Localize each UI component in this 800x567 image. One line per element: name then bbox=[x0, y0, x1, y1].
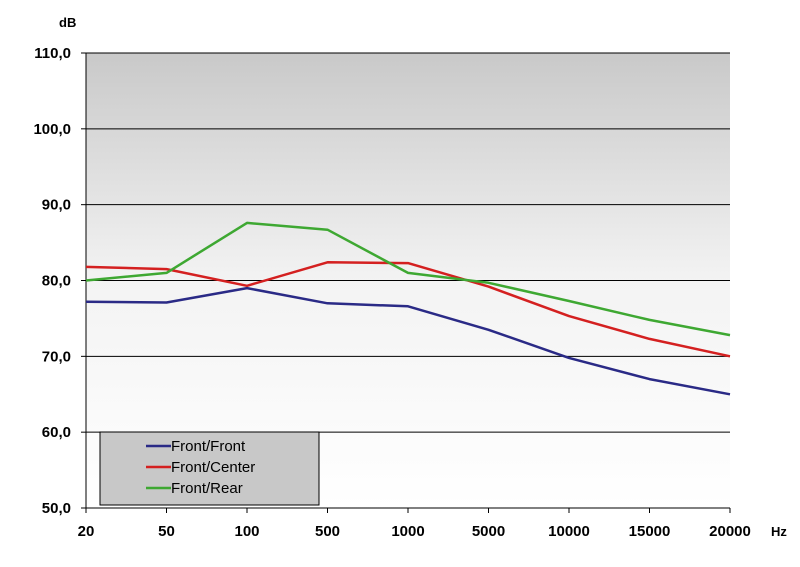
legend: Front/Front Front/Center Front/Rear bbox=[99, 431, 320, 506]
series-line-3 bbox=[85, 221, 731, 337]
legend-entry-label: Front/Rear bbox=[171, 480, 243, 497]
x-tick-label: 20 bbox=[78, 523, 95, 540]
x-tick-label: 1000 bbox=[391, 523, 424, 540]
legend-entry-label: Front/Center bbox=[171, 459, 255, 476]
y-axis-ticks: 50,0 60,0 70,0 80,0 90,0 100,0 110,0 bbox=[33, 45, 86, 517]
series-lines bbox=[85, 221, 731, 396]
x-tick-label: 10000 bbox=[548, 523, 590, 540]
y-tick-label: 50,0 bbox=[42, 500, 71, 517]
x-tick-label: 20000 bbox=[709, 523, 751, 540]
series-line-2 bbox=[85, 261, 731, 358]
y-tick-label: 60,0 bbox=[42, 424, 71, 441]
y-tick-label: 90,0 bbox=[42, 197, 71, 214]
x-tick-label: 100 bbox=[234, 523, 259, 540]
legend-box bbox=[99, 431, 320, 506]
x-tick-label: 500 bbox=[315, 523, 340, 540]
y-axis-unit-label: dB bbox=[59, 15, 76, 30]
x-tick-label: 5000 bbox=[472, 523, 505, 540]
series-line-1 bbox=[85, 286, 731, 396]
y-tick-label: 80,0 bbox=[42, 273, 71, 290]
x-axis-unit-label: Hz bbox=[771, 524, 787, 539]
x-axis-ticks: 20 50 100 500 1000 5000 10000 15000 20000 bbox=[78, 508, 751, 540]
y-tick-label: 110,0 bbox=[34, 45, 71, 62]
legend-entry-label: Front/Front bbox=[171, 438, 246, 455]
x-tick-label: 50 bbox=[158, 523, 175, 540]
x-tick-label: 15000 bbox=[629, 523, 671, 540]
y-tick-label: 70,0 bbox=[42, 348, 71, 365]
y-tick-label: 100,0 bbox=[33, 121, 71, 138]
